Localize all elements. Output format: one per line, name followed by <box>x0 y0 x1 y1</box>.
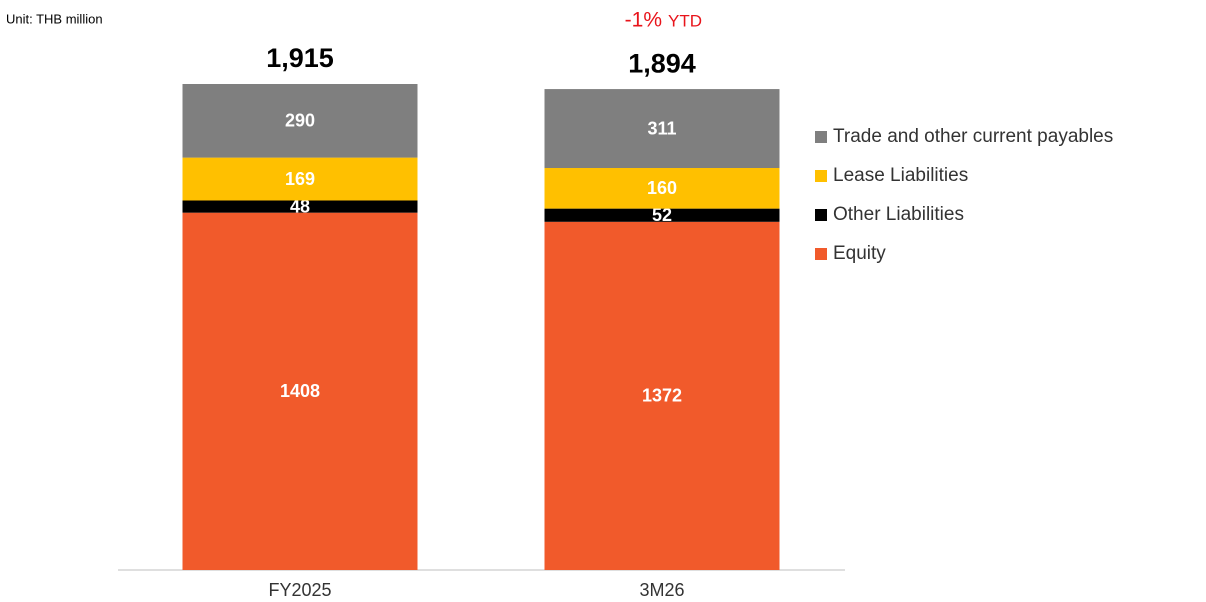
total-label: 1,915 <box>266 43 334 73</box>
data-label: 290 <box>285 111 315 131</box>
bar-segment <box>544 168 780 209</box>
data-label: 311 <box>647 118 676 138</box>
legend-label: Equity <box>833 243 886 264</box>
data-label: 52 <box>652 205 672 225</box>
bar-segment <box>544 208 780 222</box>
bar-segment <box>182 212 418 571</box>
legend-label: Other Liabilities <box>833 204 964 225</box>
data-label: 160 <box>647 178 677 198</box>
data-label: 1372 <box>642 386 682 406</box>
annotation-value: -1% <box>625 9 662 32</box>
bar-segment <box>182 84 418 158</box>
bar-segment <box>182 157 418 201</box>
data-label: 1408 <box>280 381 320 401</box>
bar-segment <box>544 221 780 571</box>
data-label: 169 <box>285 169 315 189</box>
legend-swatch <box>815 131 827 143</box>
legend-label: Lease Liabilities <box>833 165 968 186</box>
legend-swatch <box>815 170 827 182</box>
bar-segment <box>182 200 418 213</box>
data-label: 48 <box>290 196 310 216</box>
x-tick-label: FY2025 <box>268 580 331 600</box>
subtitle: Unit: THB million <box>6 11 103 26</box>
annotation-suffix: YTD <box>668 11 702 30</box>
bar-segment <box>544 89 780 169</box>
total-label: 1,894 <box>628 48 696 78</box>
x-tick-label: 3M26 <box>639 580 684 600</box>
legend-swatch <box>815 209 827 221</box>
legend-swatch <box>815 248 827 260</box>
legend-label: Trade and other current payables <box>833 126 1113 147</box>
